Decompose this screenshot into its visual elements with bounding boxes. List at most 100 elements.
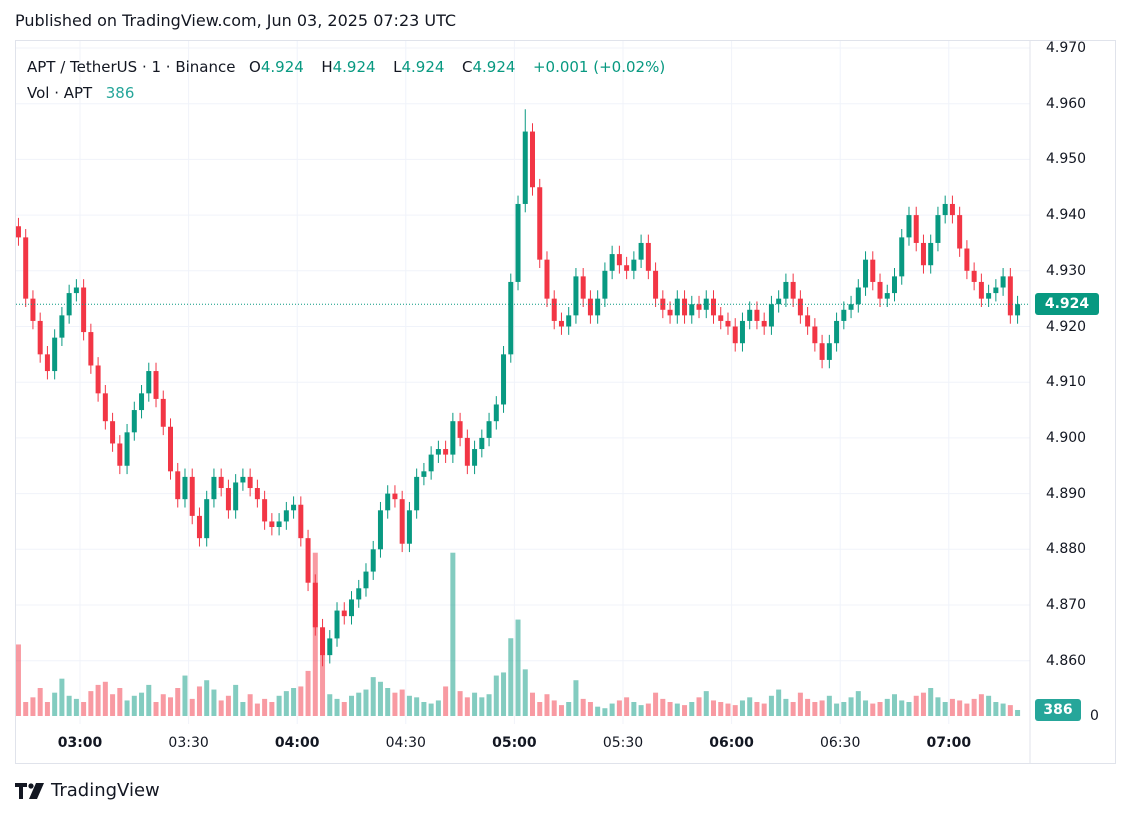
candle-body (949, 203, 955, 216)
volume-bar (797, 692, 803, 716)
candle-body (254, 488, 260, 500)
volume-bar (718, 702, 724, 716)
brand-name[interactable]: TradingView (51, 780, 160, 801)
chart-frame[interactable] (15, 40, 1116, 764)
volume-bar (747, 697, 753, 716)
volume-bar (196, 686, 202, 716)
volume-bar (616, 700, 622, 716)
symbol-label[interactable]: APT / TetherUS · 1 · Binance (27, 58, 236, 76)
volume-bar (30, 697, 36, 716)
volume-bar (660, 698, 666, 716)
candle-body (660, 298, 666, 310)
candle-body (81, 287, 87, 333)
time-tick-label: 07:00 (926, 735, 972, 751)
volume-bar (537, 702, 543, 716)
legend: APT / TetherUS · 1 · Binance O4.924 H4.9… (27, 54, 669, 106)
volume-bar (573, 680, 579, 716)
volume-bar (204, 680, 210, 716)
volume-bar (225, 695, 231, 716)
price-tick-label: 4.950 (1046, 151, 1087, 168)
candle-body (139, 393, 145, 411)
legend-row-price: APT / TetherUS · 1 · Binance O4.924 H4.9… (27, 54, 669, 80)
candle-body (501, 354, 507, 405)
volume-bar (580, 698, 586, 716)
volume-bar (450, 552, 456, 716)
candle-body (349, 599, 354, 617)
candle-body (732, 326, 738, 344)
volume-bar (638, 705, 644, 716)
candle-body (942, 203, 948, 216)
volume-bar (696, 697, 702, 716)
candle-body (472, 449, 478, 466)
volume-bar (356, 692, 362, 716)
candle-body (768, 304, 774, 327)
volume-bar (848, 697, 854, 716)
candle-body (59, 315, 65, 338)
price-tick-label: 4.930 (1046, 262, 1087, 279)
volume-bar (624, 697, 630, 716)
candle-body (682, 298, 688, 316)
candle-body (269, 521, 275, 528)
candle-body (320, 627, 326, 656)
volume-bar (110, 694, 116, 716)
candle-body (385, 493, 391, 511)
volume-bar (399, 689, 405, 716)
candle-body (783, 281, 789, 299)
volume-bar (711, 700, 716, 716)
time-tick-label: 03:30 (168, 735, 209, 751)
candle-body (508, 281, 514, 355)
volume-bar (175, 688, 181, 716)
candle-body (399, 499, 405, 544)
volume-bar (558, 705, 564, 716)
candle-body (892, 276, 897, 294)
legend-row-volume: Vol · APT 386 (27, 80, 669, 106)
volume-bar (674, 703, 680, 716)
candle-body (486, 421, 492, 438)
candle-body (913, 215, 919, 243)
candle-body (870, 259, 876, 282)
candle-body (160, 398, 166, 427)
candle-body (327, 638, 333, 656)
volume-bar (102, 681, 108, 716)
volume-bar (768, 695, 774, 716)
candle-body (131, 410, 137, 433)
candle-body (580, 276, 586, 299)
candles (15, 109, 1021, 667)
volume-bar (841, 702, 847, 716)
footer: TradingView (15, 780, 160, 801)
volume-bar (761, 703, 767, 716)
volume-bar (928, 688, 934, 716)
candle-body (225, 488, 231, 511)
volume-bar (443, 686, 449, 716)
time-tick-label: 03:00 (57, 735, 103, 751)
candle-body (44, 354, 50, 372)
price-tick-label: 4.920 (1046, 318, 1087, 335)
time-tick-label: 06:30 (820, 735, 861, 751)
volume-bar (182, 675, 188, 716)
price-tick-label: 4.890 (1046, 485, 1087, 502)
candle-body (530, 131, 535, 188)
candle-body (218, 476, 224, 489)
time-tick-label: 04:30 (385, 735, 426, 751)
volume-bar (855, 691, 861, 716)
price-tick-label: 4.940 (1046, 207, 1087, 224)
candle-body (110, 421, 116, 444)
candle-body (283, 510, 289, 522)
volume-bar (551, 700, 557, 716)
candle-body (624, 265, 630, 271)
volume-bar (262, 698, 268, 716)
candle-body (102, 393, 108, 422)
volume-bar (377, 681, 383, 716)
volume-bar (993, 702, 999, 716)
candle-body (747, 309, 753, 321)
volume-bar (493, 675, 499, 716)
volume-bar (920, 692, 926, 716)
volume-bar (406, 695, 412, 716)
candle-body (262, 499, 268, 522)
candle-body (826, 343, 832, 360)
volume-bar (863, 700, 869, 716)
volume-bar (153, 702, 159, 716)
candle-body (754, 309, 760, 321)
volume-label[interactable]: Vol · APT (27, 84, 93, 102)
